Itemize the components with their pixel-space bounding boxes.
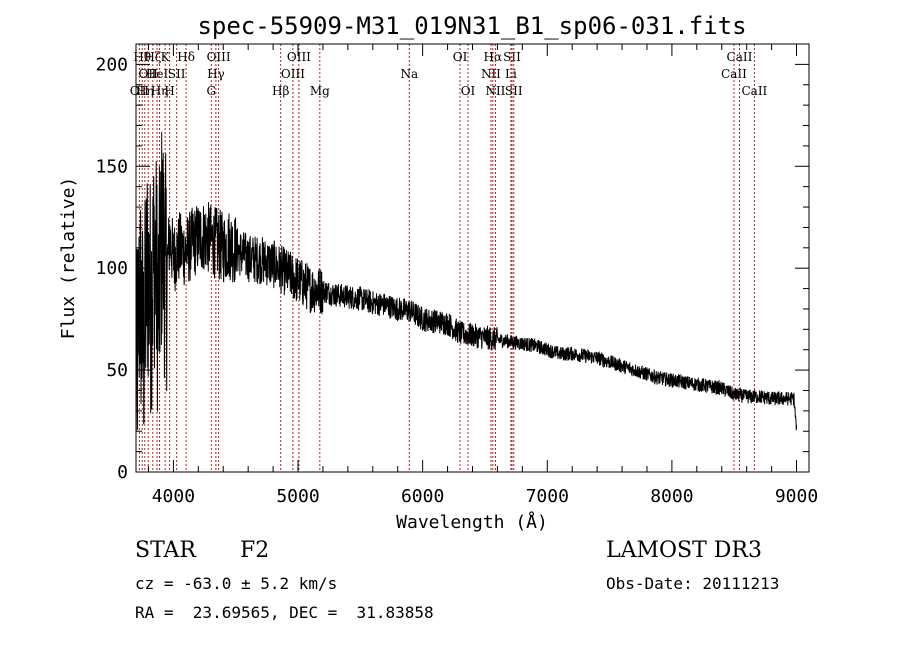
x-tick-label: 9000 xyxy=(775,486,818,507)
spectral-line-label: G xyxy=(206,84,216,98)
spectral-line-label: Li xyxy=(505,67,517,81)
x-axis-label: Wavelength (Å) xyxy=(396,511,548,533)
spectral-line-label: Hη xyxy=(136,84,154,98)
spectral-line-label: OI xyxy=(453,50,468,64)
star-subclass: F2 xyxy=(240,538,270,563)
redshift-info: cz = -63.0 ± 5.2 km/s xyxy=(135,574,338,593)
y-tick-label: 100 xyxy=(95,258,128,279)
y-tick-label: 200 xyxy=(95,54,128,75)
spectral-line-label: HeI xyxy=(146,67,169,81)
spectral-line-label: SII xyxy=(168,67,186,81)
x-tick-label: 5000 xyxy=(276,486,319,507)
spectral-line-label: Mg xyxy=(310,84,330,98)
spectral-line-label: OIII xyxy=(287,50,311,64)
x-tick-label: 6000 xyxy=(401,486,444,507)
spectral-line-label: NII xyxy=(481,67,501,81)
spectral-line-label: Hβ xyxy=(272,84,289,98)
x-tick-label: 4000 xyxy=(152,486,195,507)
survey-name: LAMOST DR3 xyxy=(606,538,762,563)
observation-date: Obs-Date: 20111213 xyxy=(606,574,780,593)
spectral-line-label: Hδ xyxy=(177,50,195,64)
spectral-line-label: OI xyxy=(461,84,476,98)
chart-title: spec-55909-M31_019N31_B1_sp06-031.fits xyxy=(197,12,746,40)
y-tick-label: 0 xyxy=(117,462,128,483)
star-class: STAR xyxy=(135,538,196,563)
spectral-line-label: SII xyxy=(505,84,523,98)
spectral-line-label: OII xyxy=(130,84,150,98)
y-tick-label: 150 xyxy=(95,156,128,177)
spectral-line-label: Hθ xyxy=(133,50,151,64)
spectral-line-label: OIII xyxy=(281,67,305,81)
spectral-line-label: Na xyxy=(400,67,418,81)
spectrum-chart: spec-55909-M31_019N31_B1_sp06-031.fits O… xyxy=(58,12,818,533)
spectral-line-label: K xyxy=(161,50,171,64)
spectrum-line xyxy=(135,132,797,432)
spectral-line-label: CaII xyxy=(741,84,767,98)
spectral-line-label: Hγ xyxy=(207,67,225,81)
coordinates-info: RA = 23.69565, DEC = 31.83858 xyxy=(135,603,434,622)
x-tick-label: 7000 xyxy=(526,486,569,507)
spectral-line-label: NII xyxy=(485,84,505,98)
spectral-line-label: OIII xyxy=(207,50,231,64)
y-axis-label: Flux (relative) xyxy=(58,177,79,340)
y-tick-label: 50 xyxy=(106,360,128,381)
spectral-line-label: Hη xyxy=(151,84,169,98)
x-tick-label: 8000 xyxy=(650,486,693,507)
spectral-line-label: SII xyxy=(503,50,521,64)
spectral-line-label: H xyxy=(164,84,174,98)
spectrum-series-layer xyxy=(135,132,797,432)
spectral-line-label: CaII xyxy=(727,50,753,64)
axes-layer: 4000 5000 6000 7000 8000 9000 0 50 100 150 200 xyxy=(95,43,818,507)
spectral-line-label: Hα xyxy=(484,50,503,64)
spectral-line-label: CaII xyxy=(721,67,747,81)
